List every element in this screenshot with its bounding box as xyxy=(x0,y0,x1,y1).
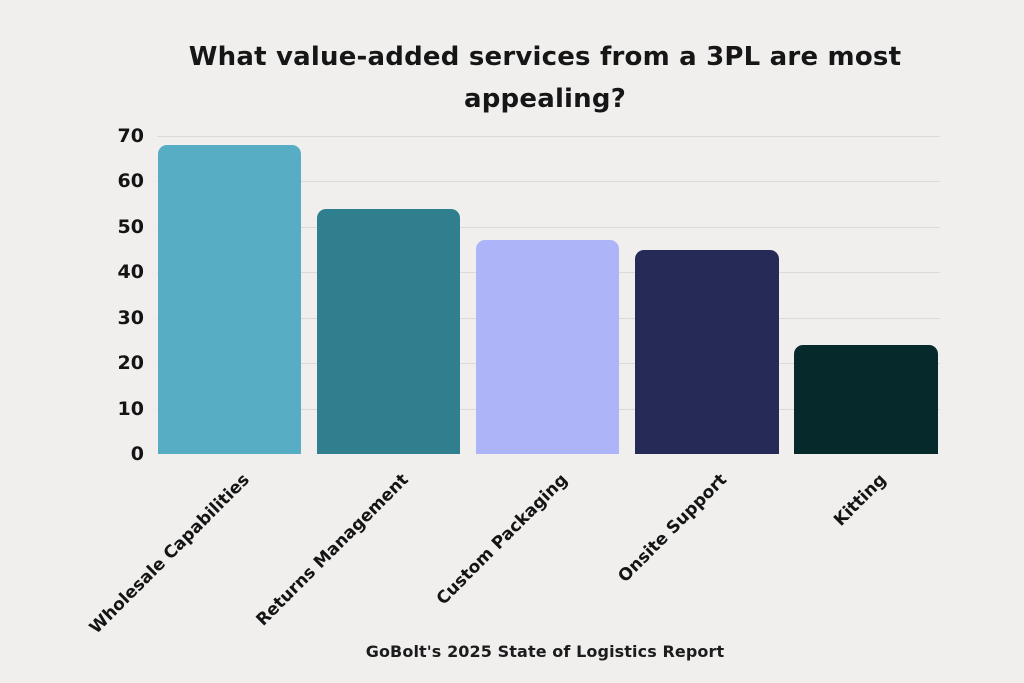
y-axis-tick-50: 50 xyxy=(117,215,144,238)
title-wrap: What value-added services from a 3PL are… xyxy=(66,36,1024,120)
bar-onsite-support xyxy=(635,249,779,454)
caption-wrap: GoBolt's 2025 State of Logistics Report xyxy=(66,642,1024,661)
gridline-y-70 xyxy=(157,136,940,137)
source-caption: GoBolt's 2025 State of Logistics Report xyxy=(365,642,725,661)
bar-custom-packaging xyxy=(475,240,620,454)
x-axis-label-onsite-support: Onsite Support xyxy=(614,470,731,587)
y-axis-tick-30: 30 xyxy=(117,306,144,329)
y-axis-tick-70: 70 xyxy=(117,125,144,147)
gridline-y-60 xyxy=(157,181,940,183)
x-axis-label-custom-packaging: Custom Packaging xyxy=(432,470,572,610)
y-axis-tick-10: 10 xyxy=(117,397,144,420)
bar-returns-management xyxy=(316,208,461,454)
y-axis-tick-20: 20 xyxy=(117,352,144,375)
x-axis-label-wholesale-capabilities: Wholesale Capabilities xyxy=(85,470,254,639)
bar-kitting xyxy=(794,344,938,454)
gridline-y-50 xyxy=(157,226,940,228)
y-axis-tick-60: 60 xyxy=(117,170,144,193)
y-axis-tick-0: 0 xyxy=(130,443,144,465)
bar-wholesale-capabilities xyxy=(157,145,302,454)
y-axis-tick-40: 40 xyxy=(117,261,144,284)
x-axis-label-returns-management: Returns Management xyxy=(252,470,413,631)
chart-title: What value-added services from a 3PL are… xyxy=(188,42,902,114)
x-axis-label-kitting: Kitting xyxy=(829,470,891,531)
